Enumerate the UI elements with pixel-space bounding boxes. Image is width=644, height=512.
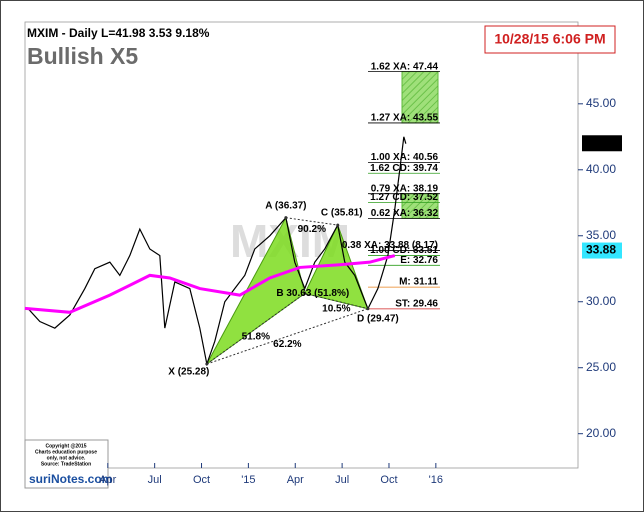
x-tick-label: Oct <box>380 474 397 486</box>
logo-box <box>24 439 109 489</box>
level-label: 0.62 XA: 36.32 <box>371 208 439 219</box>
price-tag-label: 42.01 <box>586 135 616 149</box>
target-zone <box>401 193 439 219</box>
pattern-point <box>284 216 288 220</box>
pattern-label: A (36.37) <box>265 200 306 211</box>
level-label: M: 31.11 <box>399 277 438 288</box>
pattern-point <box>205 362 209 366</box>
x-tick-label: Jul <box>148 474 162 486</box>
plot-area <box>24 21 579 469</box>
y-tick-label: 35.00 <box>586 228 616 242</box>
price-tag <box>582 135 622 152</box>
level-label: E: 32.76 <box>400 255 438 266</box>
ratio-line <box>206 308 369 365</box>
ratio-line <box>285 217 338 226</box>
level-label: 1.62 CD: 39.74 <box>370 163 438 174</box>
level-label: 1.27 CD: 37.52 <box>370 192 438 203</box>
y-tick-label: 45.00 <box>586 96 616 110</box>
price-tag <box>582 242 622 259</box>
y-tick-label: 40.00 <box>586 162 616 176</box>
price-line <box>27 136 407 367</box>
y-tick-label: 25.00 <box>586 360 616 374</box>
x-tick-label: Jul <box>335 474 349 486</box>
ratio-line <box>304 292 369 310</box>
ratio-label: 51.8% <box>242 331 270 342</box>
footer-note: only, not advice. <box>47 455 86 461</box>
chart-title: MXIM - Daily L=41.98 3.53 9.18% <box>27 26 210 40</box>
pattern-point <box>366 307 370 311</box>
pattern-label: D (29.47) <box>357 313 399 324</box>
brand: suriNotes.com <box>29 472 112 486</box>
level-label: 0.79 XA: 38.19 <box>371 183 439 194</box>
moving-average <box>24 254 396 314</box>
level-label: 1.00 CD: 33.51 <box>370 245 438 256</box>
pattern-label: C (35.81) <box>321 208 363 219</box>
level-label: 1.27 XA: 43.55 <box>371 113 439 124</box>
plot-layer: 1.62 XA: 47.44 1.27 XA: 43.55 1.00 XA: 40.… <box>24 61 440 378</box>
x-tick-label: Apr <box>287 474 304 486</box>
ratio-label: 90.2% <box>298 224 326 235</box>
footer-note: Source: TradeStation <box>41 461 91 467</box>
x-tick-label: '16 <box>429 474 443 486</box>
x-tick-label: Oct <box>193 474 210 486</box>
level-label: ST: 29.46 <box>395 299 438 310</box>
x-tick-label: '15 <box>241 474 255 486</box>
pattern-label: B 30.63 (51.8%) <box>276 288 349 299</box>
footer-note: Copyright @2015 <box>46 443 87 449</box>
pattern-label: X (25.28) <box>168 367 209 378</box>
timestamp-box <box>484 25 616 54</box>
chart-subtitle: Bullish X5 <box>27 43 138 69</box>
y-tick-label: 20.00 <box>586 426 616 440</box>
level-label: 1.00 XA: 40.56 <box>371 152 439 163</box>
level-label: 1.62 XA: 47.44 <box>371 61 439 72</box>
ratio-label: 10.5% <box>322 304 350 315</box>
x-tick-label: Apr <box>99 474 116 486</box>
footer-note: Charts education purpose <box>35 449 97 455</box>
ratio-line <box>206 293 306 365</box>
pattern-point <box>336 223 340 227</box>
timestamp: 10/28/15 6:06 PM <box>494 31 605 47</box>
ratio-label: 62.2% <box>273 339 301 350</box>
y-tick-label: 30.00 <box>586 294 616 308</box>
pattern-point <box>303 291 307 295</box>
price-tag-label: 33.88 <box>586 243 616 257</box>
